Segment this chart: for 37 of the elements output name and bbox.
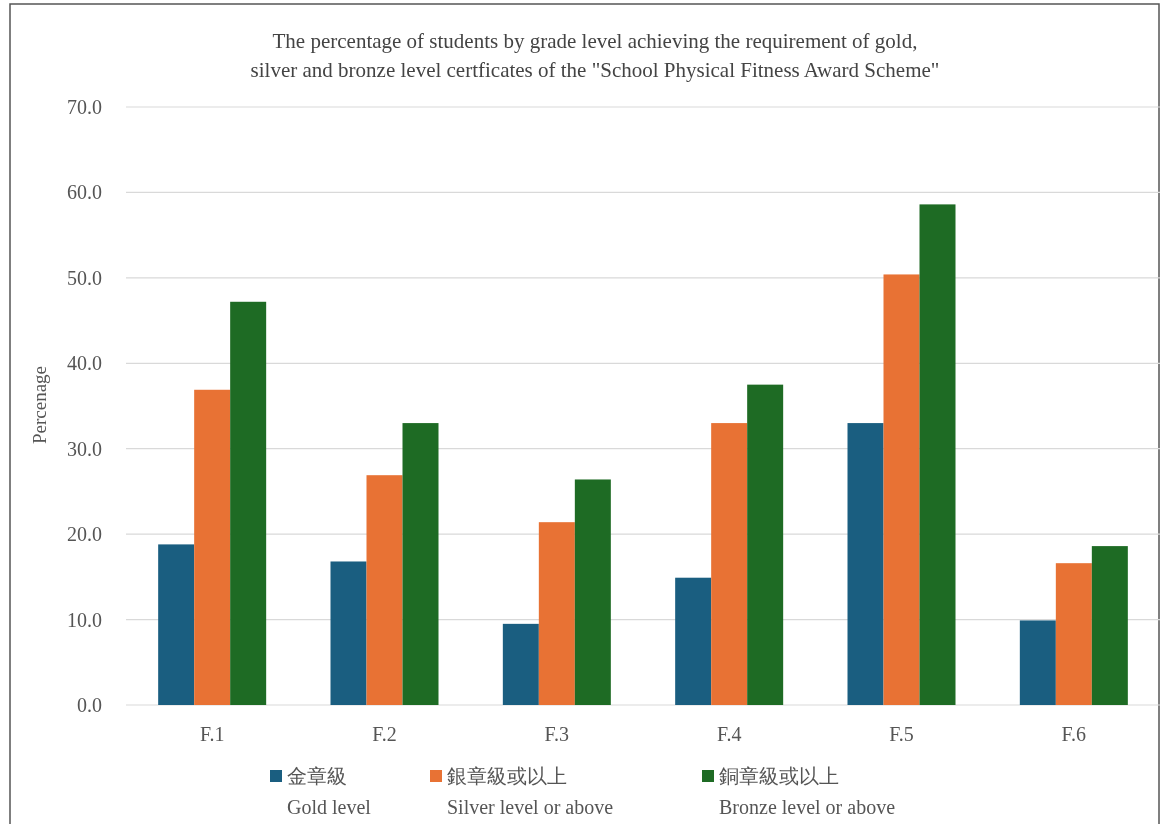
bar xyxy=(1019,620,1056,705)
x-tick-label: F.2 xyxy=(372,723,397,745)
bar xyxy=(330,561,367,705)
x-tick-label: F.3 xyxy=(544,723,570,745)
x-tick-label: F.4 xyxy=(716,723,742,745)
y-tick-label: 0.0 xyxy=(77,694,102,716)
y-tick-label: 50.0 xyxy=(67,266,102,289)
bar xyxy=(194,389,231,705)
x-tick-label: F.1 xyxy=(199,723,225,745)
y-tick-label: 10.0 xyxy=(67,608,102,631)
bar xyxy=(158,544,195,705)
bar xyxy=(847,423,884,705)
legend-label: 銀章級或以上 Silver level or above xyxy=(447,765,614,818)
bar xyxy=(502,623,539,705)
chart-title: The percentage of students by grade level achieving the requirement of gold, silver and bronze level certficates of the "School Physical Fitness Award Scheme" xyxy=(250,29,940,82)
bar xyxy=(883,274,920,705)
y-tick-label: 30.0 xyxy=(67,437,102,460)
y-axis-title: Percenage xyxy=(29,365,50,445)
y-tick-label: 60.0 xyxy=(67,181,102,204)
bar xyxy=(538,522,575,705)
legend-label: 銅章級或以上 Bronze level or above xyxy=(719,765,896,818)
bar xyxy=(919,204,956,705)
bar xyxy=(711,423,748,705)
bar xyxy=(1091,546,1128,705)
bar xyxy=(366,475,403,705)
bar xyxy=(230,301,267,705)
y-tick-label: 20.0 xyxy=(67,523,102,546)
x-tick-label: F.6 xyxy=(1061,723,1087,745)
bar xyxy=(1055,563,1092,705)
bar xyxy=(402,423,439,705)
bar xyxy=(675,577,712,705)
x-tick-label: F.5 xyxy=(889,723,914,745)
y-tick-label: 40.0 xyxy=(67,352,102,375)
legend-label: 金章級 Gold level xyxy=(287,765,372,818)
bar xyxy=(574,479,611,705)
bar xyxy=(747,384,784,705)
y-tick-label: 70.0 xyxy=(67,96,102,118)
